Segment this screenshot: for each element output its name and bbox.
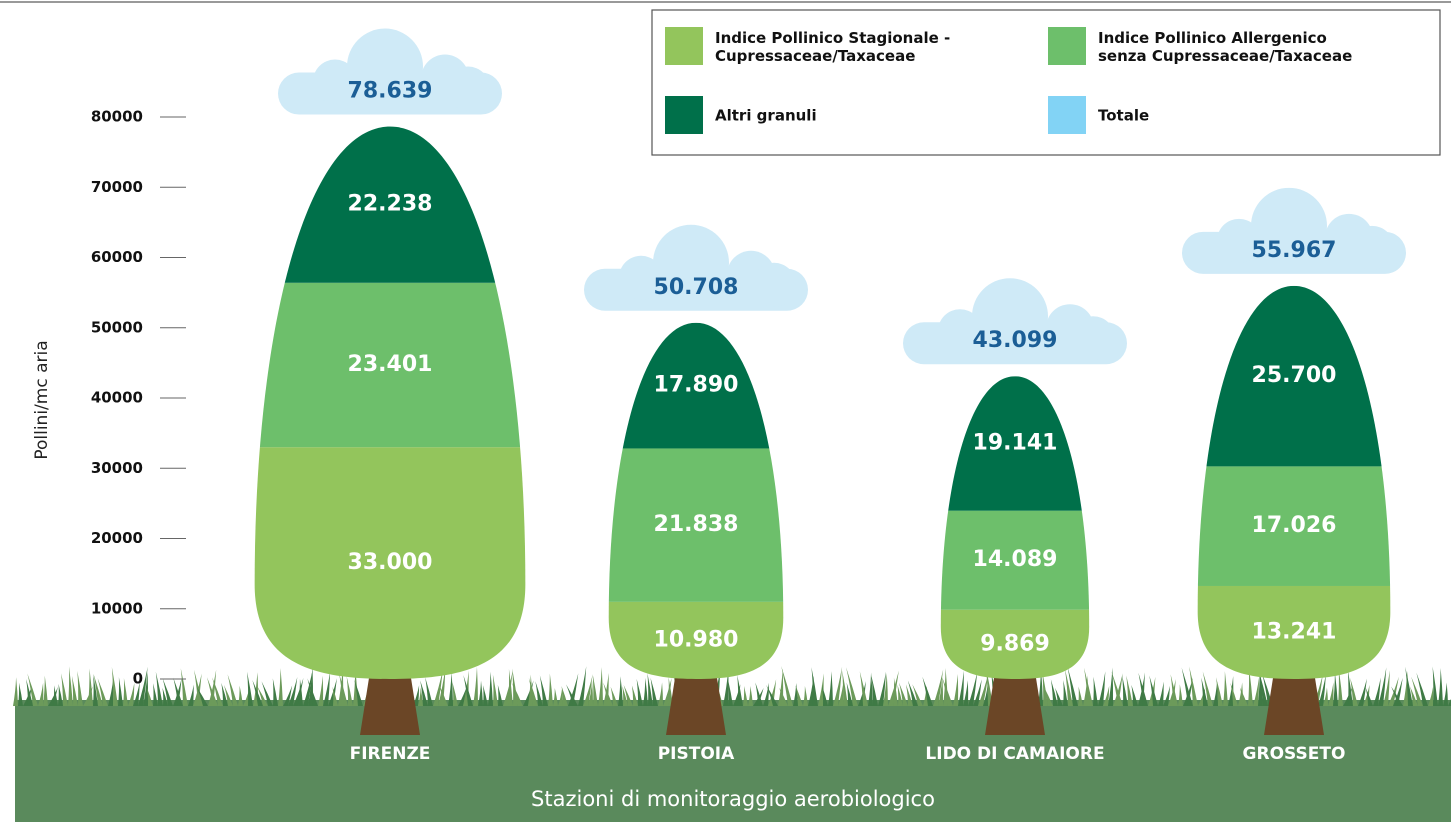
grass-blade — [1433, 666, 1438, 706]
grass-blade — [748, 686, 753, 706]
legend-label: Indice Pollinico Allergenicosenza Cupres… — [1098, 29, 1352, 65]
y-tick-label: 80000 — [91, 108, 143, 126]
value-label: 25.700 — [1252, 363, 1337, 388]
grass-blade — [1078, 686, 1083, 706]
grass-blade — [498, 685, 503, 706]
grass-blade — [803, 686, 808, 706]
y-tick-label: 10000 — [91, 599, 143, 617]
value-label: 21.838 — [654, 512, 739, 537]
value-label: 23.401 — [348, 352, 433, 377]
grass-blade — [483, 685, 488, 706]
grass-blade — [88, 669, 93, 706]
grass-blade — [478, 681, 483, 706]
value-label: 10.980 — [654, 627, 739, 652]
grass-blade — [18, 683, 23, 706]
grass-blade — [728, 679, 733, 706]
cloud-puff — [1350, 226, 1394, 270]
y-tick-label: 50000 — [91, 318, 143, 336]
legend-label: Altri granuli — [715, 107, 817, 125]
value-label: 19.141 — [973, 430, 1058, 455]
grass-blade — [1093, 677, 1098, 706]
legend-swatch — [665, 27, 703, 65]
grass-blade — [553, 688, 558, 706]
grass-blade — [868, 673, 873, 706]
legend-label: Totale — [1098, 107, 1149, 125]
value-label: 14.089 — [973, 547, 1058, 572]
legend-swatch — [1048, 96, 1086, 134]
value-label: 17.026 — [1252, 513, 1337, 538]
grass-blade — [593, 674, 598, 706]
y-tick-label: 40000 — [91, 389, 143, 407]
value-label: 33.000 — [348, 550, 433, 575]
x-axis-label: Stazioni di monitoraggio aerobiologico — [531, 787, 935, 811]
grass-blade — [68, 666, 73, 706]
chart: Pollini/mc aria Stazioni di monitoraggio… — [0, 0, 1451, 822]
grass-blade — [618, 676, 623, 706]
value-label: 9.869 — [980, 631, 1050, 656]
x-tick-label: GROSSETO — [1243, 744, 1346, 764]
y-tick-label: 70000 — [91, 178, 143, 196]
grass-blade — [452, 682, 458, 706]
grass-blade — [53, 685, 58, 706]
cloud-puff — [752, 263, 796, 307]
y-tick-label: 30000 — [91, 459, 143, 477]
legend-label: Indice Pollinico Stagionale -Cupressacea… — [715, 29, 950, 65]
total-label: 43.099 — [973, 328, 1058, 353]
y-tick-label: 60000 — [91, 248, 143, 266]
grass-blade — [1333, 672, 1338, 706]
value-label: 22.238 — [348, 192, 433, 217]
legend-swatch — [665, 96, 703, 134]
grass-blade — [118, 677, 123, 706]
value-label: 17.890 — [654, 373, 739, 398]
grass-blade — [1178, 684, 1183, 706]
grass-blade — [123, 678, 128, 706]
grass-blade — [1223, 671, 1228, 706]
total-label: 55.967 — [1252, 238, 1337, 263]
y-axis-label: Pollini/mc aria — [32, 340, 52, 459]
legend-swatch — [1048, 27, 1086, 65]
grass-blade — [488, 672, 493, 706]
x-tick-label: LIDO DI CAMAIORE — [925, 744, 1104, 764]
y-tick-label: 20000 — [91, 529, 143, 547]
grass-blade — [278, 668, 283, 706]
grass-blade — [238, 686, 243, 706]
value-label: 13.241 — [1252, 619, 1337, 644]
x-tick-label: PISTOIA — [658, 744, 735, 764]
grass-blade — [58, 684, 63, 706]
x-tick-label: FIRENZE — [350, 744, 431, 764]
total-label: 78.639 — [348, 79, 433, 104]
total-label: 50.708 — [654, 275, 739, 300]
y-tick-label: 0 — [133, 670, 143, 688]
grass-blade — [493, 675, 498, 706]
grass-blade — [273, 678, 278, 706]
grass-blade — [77, 671, 83, 706]
grass-blade — [1438, 668, 1443, 706]
grass-blade — [13, 677, 18, 706]
grass-blade — [43, 676, 48, 706]
cloud-puff — [1071, 316, 1115, 360]
cloud-puff — [446, 67, 490, 111]
grass-blade — [548, 673, 553, 706]
grass-blade — [643, 678, 648, 706]
grass-blade — [743, 686, 748, 706]
